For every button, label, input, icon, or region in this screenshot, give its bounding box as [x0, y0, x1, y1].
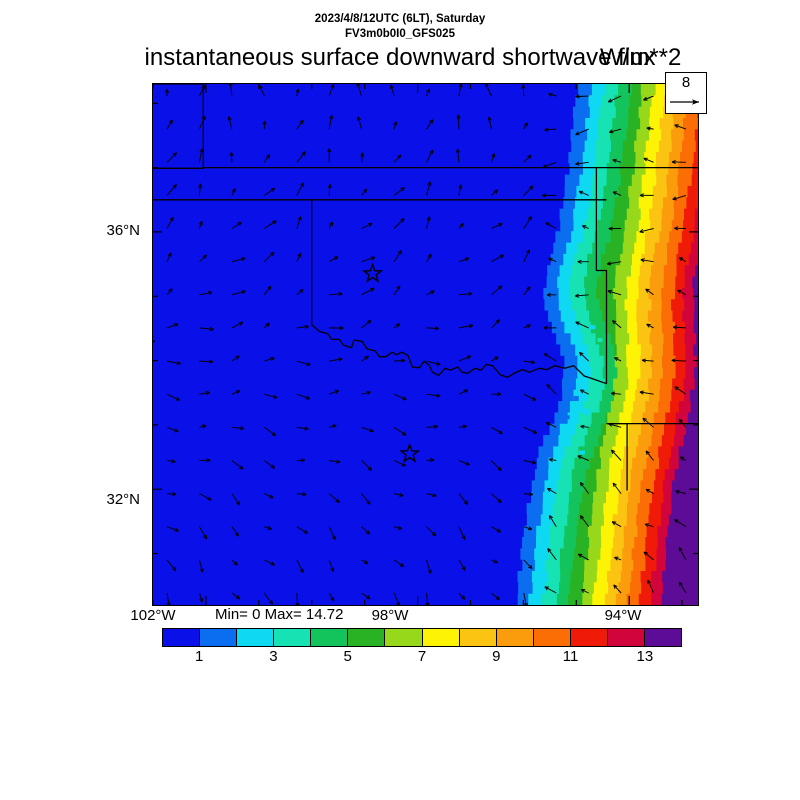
arrow-right-icon [670, 99, 699, 105]
units-label: W/m**2 [600, 44, 682, 71]
wind-vector-field [164, 84, 687, 605]
colorbar-tick: 3 [269, 648, 278, 665]
colorbar-segment[interactable] [570, 629, 608, 646]
model-name-label: FV3m0b0I0_GFS025 [345, 28, 455, 40]
forecast-datetime-label: 2023/4/8/12UTC (6LT), Saturday [314, 13, 486, 25]
colorbar-segment[interactable] [645, 629, 682, 646]
field-contour-speckle [568, 367, 574, 371]
colorbar-segment[interactable] [348, 629, 386, 646]
x-axis-tick-102w: 102°W [130, 607, 176, 624]
map-clip [153, 84, 698, 605]
shortwave-flux-field [153, 84, 698, 605]
y-axis-tick-32n: 32°N [106, 491, 140, 508]
colorbar-segment[interactable] [607, 629, 646, 646]
state-boundaries [153, 84, 698, 491]
colorbar-tick: 9 [492, 648, 501, 665]
star-marker[interactable] [399, 442, 421, 463]
vector-reference-legend: 8 [665, 72, 707, 114]
colorbar-segment[interactable] [200, 629, 238, 646]
min-max-annotation: Min= 0 Max= 14.72 [215, 606, 344, 623]
colorbar-segment[interactable] [533, 629, 571, 646]
field-contour-speckle [576, 386, 584, 392]
colorbar[interactable] [162, 628, 682, 647]
y-axis-tick-36n: 36°N [106, 222, 140, 239]
colorbar-segment[interactable] [496, 629, 534, 646]
colorbar-segment[interactable] [237, 629, 275, 646]
colorbar-tick-labels: 1 3 5 7 9 11 13 [162, 648, 682, 668]
field-contour-speckle [581, 421, 591, 427]
colorbar-segment[interactable] [459, 629, 497, 646]
field-contour-speckle [573, 396, 579, 401]
colorbar-tick: 11 [562, 648, 579, 665]
field-contour-speckle [578, 450, 585, 455]
field-contour-speckle [589, 325, 596, 330]
colorbar-segment[interactable] [385, 629, 423, 646]
colorbar-segment[interactable] [422, 629, 460, 646]
colorbar-segment[interactable] [274, 629, 312, 646]
colorbar-tick: 1 [194, 648, 204, 665]
colorbar-segment[interactable] [311, 629, 349, 646]
colorbar-tick: 7 [417, 648, 427, 665]
page-title: instantaneous surface downward shortwave… [144, 44, 656, 71]
colorbar-tick: 5 [343, 648, 352, 665]
field-contour-speckle [565, 415, 570, 420]
field-contour-band [661, 84, 698, 605]
vector-reference-value: 8 [681, 74, 691, 91]
colorbar-segment[interactable] [163, 629, 201, 646]
x-axis-tick-98w: 98°W [371, 607, 409, 624]
field-contour-speckle [584, 408, 591, 415]
map-panel[interactable] [152, 83, 699, 606]
star-marker[interactable] [362, 262, 384, 283]
field-contour-speckle [597, 338, 603, 343]
colorbar-tick: 13 [636, 648, 654, 665]
x-axis-tick-94w: 94°W [604, 607, 642, 624]
